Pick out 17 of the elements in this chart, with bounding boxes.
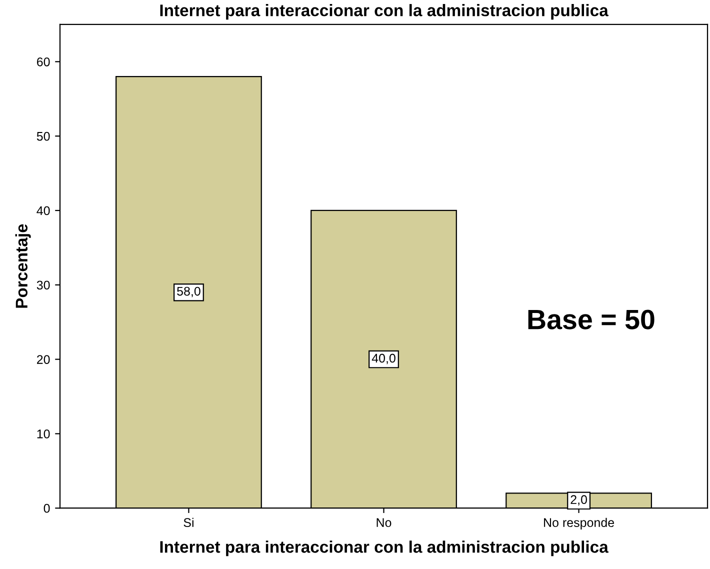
data-label: 58,0 xyxy=(177,286,200,298)
y-tick-label: 0 xyxy=(44,504,50,513)
data-label: 2,0 xyxy=(570,495,587,506)
annotation: Base = 50 xyxy=(528,310,654,330)
y-tick-label: 30 xyxy=(36,280,50,290)
y-axis-title: Porcentaje xyxy=(15,224,31,308)
y-tick-label: 60 xyxy=(37,57,50,66)
y-tick-label: 50 xyxy=(36,132,50,141)
x-axis-title: Internet para interaccionar con la administracion publica xyxy=(160,540,608,556)
y-tick-label: 40 xyxy=(36,206,50,216)
data-label: 40,0 xyxy=(372,354,396,364)
x-tick-label: No xyxy=(376,518,392,528)
chart-title: Internet para interaccionar con la administracion publica xyxy=(160,4,608,20)
x-tick-label: No responde xyxy=(544,518,614,530)
y-tick-label: 20 xyxy=(37,355,50,364)
y-tick-label: 10 xyxy=(37,430,50,438)
x-tick-label: Si xyxy=(184,518,194,528)
